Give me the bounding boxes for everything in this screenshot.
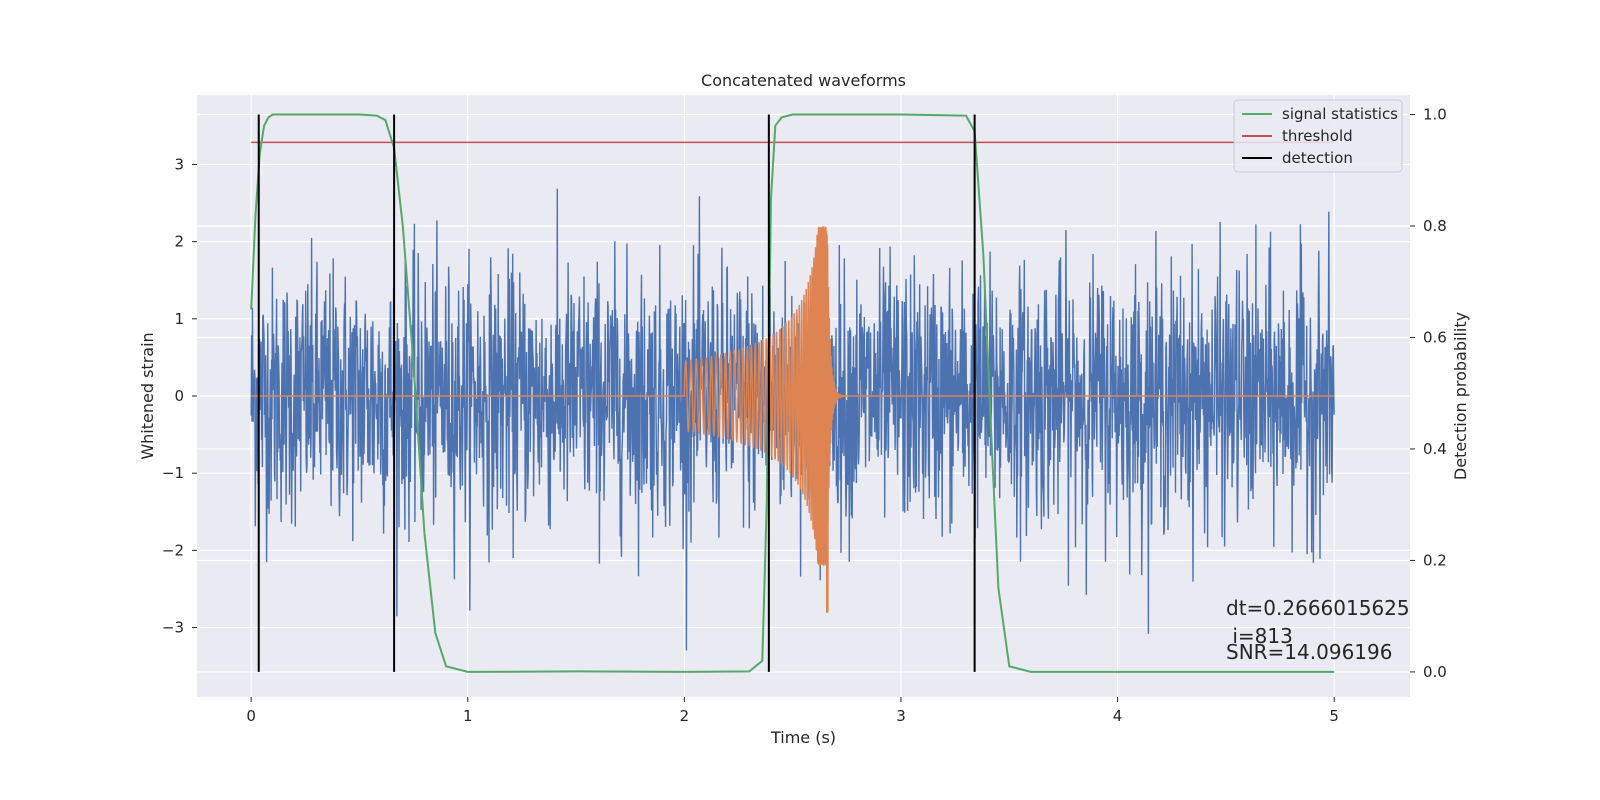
series-layer bbox=[250, 113, 1335, 673]
legend-label: threshold bbox=[1282, 127, 1353, 145]
axes-layer: 0 1 2 3 4 5 −3 −2 −1 0 1 2 3 0.0 0.2 0.4 0.6 0.8 1.0 bbox=[162, 106, 1447, 725]
chart-title: Concatenated waveforms bbox=[701, 71, 906, 90]
y2-axis-label: Detection probability bbox=[1451, 312, 1470, 480]
x-tick-label: 0 bbox=[246, 707, 256, 725]
legend-label: detection bbox=[1282, 149, 1353, 167]
y-tick-label: −2 bbox=[162, 541, 184, 559]
y-tick-label: 2 bbox=[174, 233, 184, 251]
annotation-dt: dt=0.2666015625 bbox=[1226, 596, 1410, 620]
x-tick-label: 3 bbox=[896, 707, 906, 725]
x-tick-label: 4 bbox=[1113, 707, 1123, 725]
annotation-text: dt=0.2666015625 i=813 SNR=14.096196 bbox=[1226, 596, 1410, 664]
x-tick-label: 1 bbox=[463, 707, 473, 725]
y2-tick-label: 0.8 bbox=[1423, 217, 1447, 235]
y-tick-label: −3 bbox=[162, 619, 184, 637]
legend-label: signal statistics bbox=[1282, 105, 1398, 123]
y2-tick-label: 0.4 bbox=[1423, 440, 1447, 458]
x-tick-label: 2 bbox=[680, 707, 690, 725]
y2-tick-label: 1.0 bbox=[1423, 106, 1447, 124]
template-series bbox=[251, 226, 1335, 613]
y-axis-label: Whitened strain bbox=[138, 332, 157, 459]
annotation-snr: SNR=14.096196 bbox=[1226, 640, 1392, 664]
x-axis-label: Time (s) bbox=[770, 728, 836, 747]
y2-tick-label: 0.0 bbox=[1423, 663, 1447, 681]
signal-statistics-line bbox=[250, 113, 1335, 673]
y-tick-label: 1 bbox=[174, 310, 184, 328]
x-tick-label: 5 bbox=[1329, 707, 1339, 725]
y2-tick-label: 0.6 bbox=[1423, 328, 1447, 346]
y-tick-label: 3 bbox=[174, 155, 184, 173]
legend: signal statistics threshold detection bbox=[1233, 99, 1403, 173]
y-tick-label: −1 bbox=[162, 464, 184, 482]
legend-box bbox=[1233, 99, 1403, 173]
y2-tick-label: 0.2 bbox=[1423, 551, 1447, 569]
annotation-index: i=813 bbox=[1226, 624, 1293, 648]
y-tick-label: 0 bbox=[174, 387, 184, 405]
